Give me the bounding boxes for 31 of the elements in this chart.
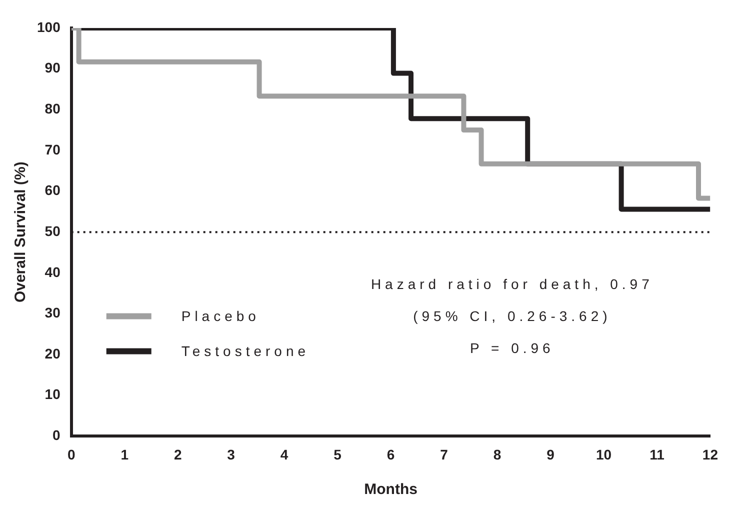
y-tick-label: 30	[44, 304, 61, 321]
annotation: Hazard ratio for death, 0.97	[370, 276, 654, 292]
y-tick-label: 70	[44, 141, 61, 158]
x-tick-label: 9	[546, 446, 555, 462]
annotation: (95% CI, 0.26-3.62)	[413, 308, 612, 324]
legend-label: Placebo	[181, 308, 260, 324]
y-tick-label: 40	[44, 264, 61, 280]
x-tick-label: 1	[120, 446, 129, 462]
x-tick-label: 4	[280, 446, 288, 462]
y-tick-label: 0	[52, 427, 61, 444]
x-tick-label: 2	[174, 446, 182, 462]
x-tick-label: 5	[334, 446, 342, 462]
x-tick-label: 8	[493, 446, 502, 462]
x-tick-label: 0	[67, 446, 76, 462]
x-tick-label: 3	[227, 446, 236, 462]
y-tick-label: 60	[44, 182, 61, 198]
x-tick-label: 6	[386, 446, 395, 462]
y-tick-label: 90	[44, 60, 61, 76]
annotation: P = 0.96	[470, 340, 554, 356]
y-tick-label: 80	[44, 100, 61, 116]
legend-label: Testosterone	[181, 343, 310, 360]
x-tick-label: 11	[650, 446, 665, 462]
x-tick-label: 12	[702, 446, 718, 462]
y-tick-label: 10	[44, 386, 61, 402]
y-tick-label: 20	[44, 345, 61, 362]
y-tick-label: 50	[44, 222, 61, 239]
x-axis-title: Months	[364, 481, 418, 498]
y-axis-title: Overall Survival (%)	[12, 162, 30, 303]
x-tick-label: 7	[440, 446, 448, 462]
y-tick-label: 100	[37, 18, 61, 35]
x-tick-label: 10	[596, 446, 612, 462]
